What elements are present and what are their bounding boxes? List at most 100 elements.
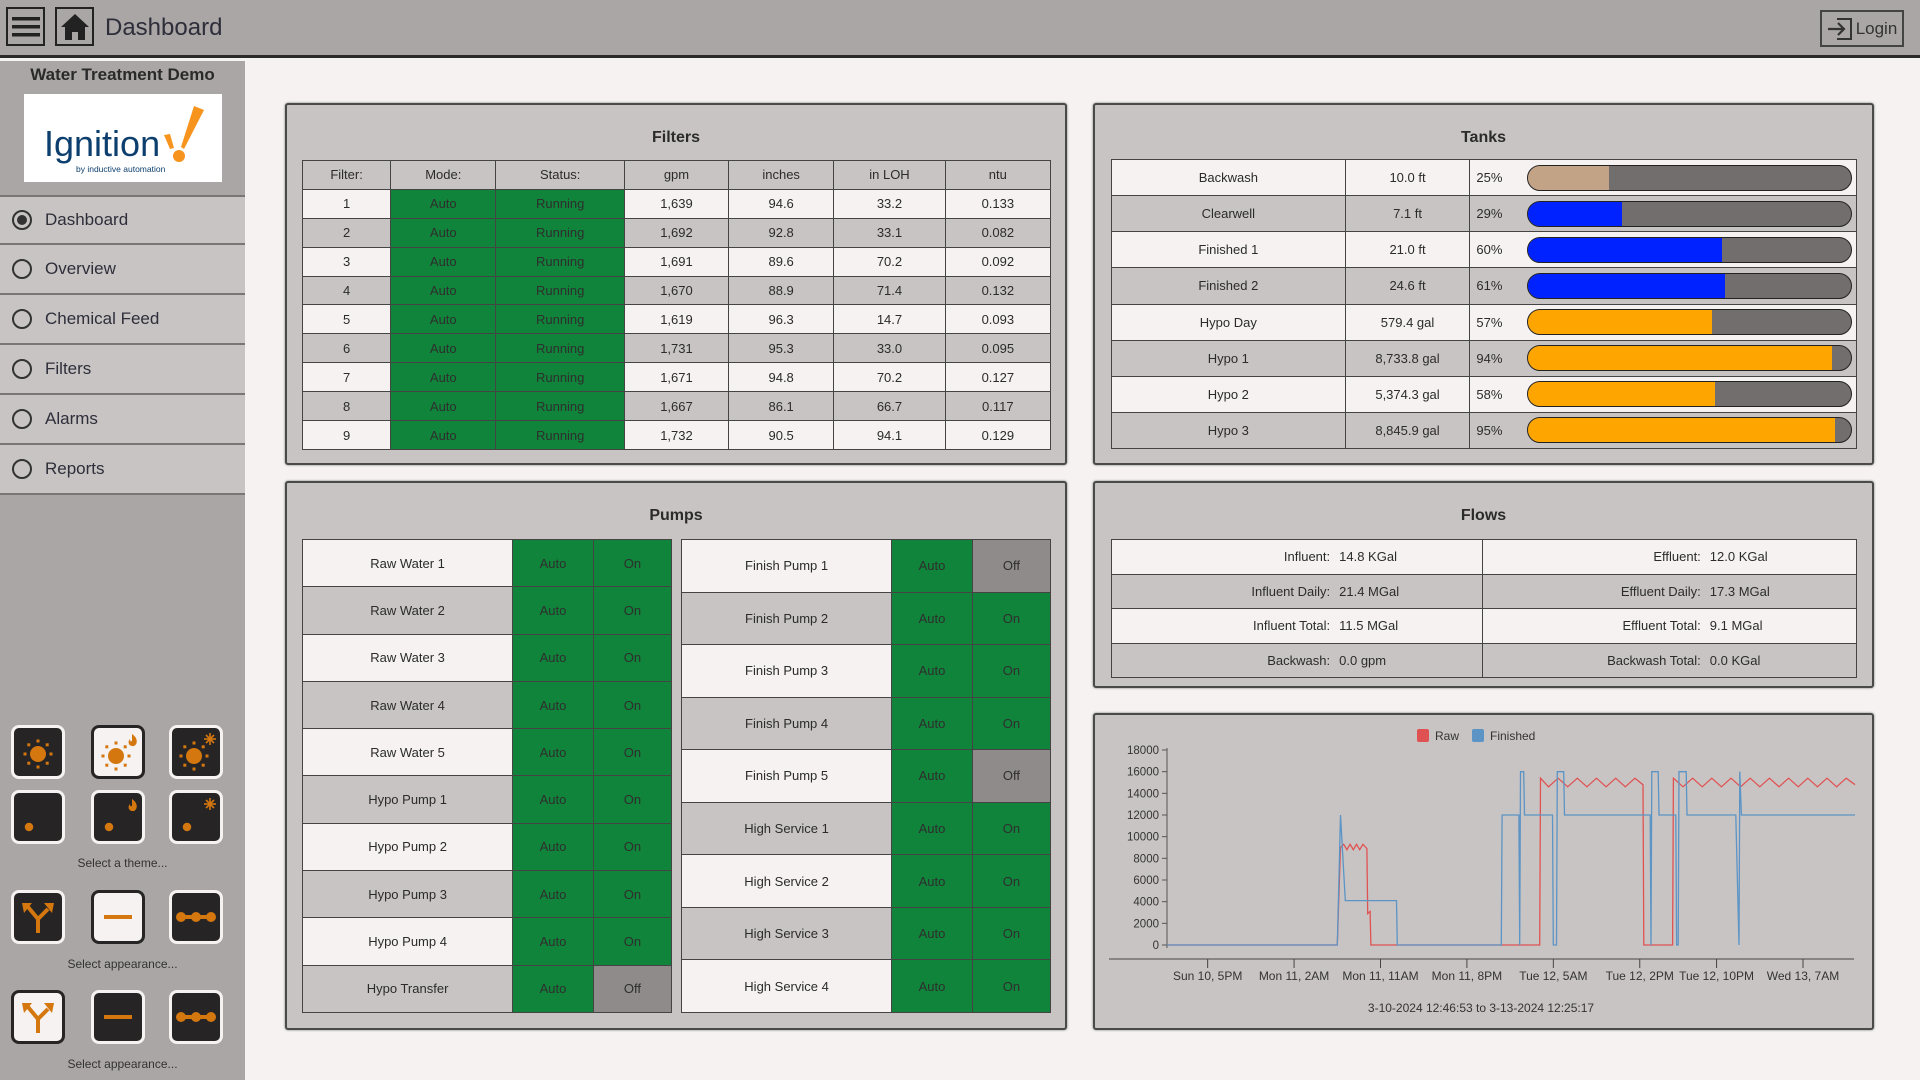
pump-state[interactable]: On (592, 728, 673, 777)
mode-cell: Auto (390, 188, 497, 219)
pump-name: Raw Water 5 (301, 728, 514, 777)
pump-state[interactable]: On (592, 870, 673, 919)
tank-percent: 29% (1469, 195, 1525, 233)
appearance-button[interactable] (169, 990, 223, 1044)
theme-button[interactable] (169, 790, 223, 844)
theme-button[interactable] (11, 790, 65, 844)
pump-state[interactable]: On (592, 633, 673, 682)
dots-line-icon (176, 1012, 216, 1022)
pump-state[interactable]: On (971, 959, 1052, 1013)
pump-mode[interactable]: Auto (891, 696, 973, 751)
legend-swatch-raw[interactable] (1417, 729, 1429, 742)
pump-mode[interactable]: Auto (891, 644, 973, 698)
login-button[interactable]: Login (1820, 10, 1904, 47)
moon-icon (23, 803, 52, 833)
flow-label: Influent Total: (1111, 608, 1335, 644)
tank-row: Finished 2 24.6 ft 61% (1111, 267, 1857, 305)
tank-level-fill (1527, 201, 1622, 226)
pump-mode[interactable]: Auto (512, 538, 594, 588)
mode-cell: Auto (390, 420, 497, 450)
appearance-button[interactable] (91, 990, 145, 1044)
tank-percent: 60% (1469, 231, 1525, 269)
pump-state[interactable]: On (971, 906, 1052, 961)
sidebar-item-overview[interactable]: Overview (0, 245, 245, 295)
x-tick-label: Mon 11, 11AM (1342, 969, 1418, 983)
pump-state[interactable]: Off (971, 749, 1052, 803)
pump-state[interactable]: On (592, 538, 673, 588)
pump-state[interactable]: On (971, 591, 1052, 646)
inches-cell: 89.6 (727, 246, 835, 277)
pump-state[interactable]: On (592, 586, 673, 635)
pump-name: Hypo Pump 1 (301, 775, 514, 824)
tank-level: 21.0 ft (1344, 231, 1471, 269)
pump-mode[interactable]: Auto (512, 728, 594, 777)
pump-state[interactable]: On (592, 775, 673, 824)
series-line-raw (1167, 776, 1856, 946)
pump-mode[interactable]: Auto (891, 854, 973, 908)
pump-state[interactable]: On (971, 801, 1052, 856)
theme-button[interactable] (11, 725, 65, 779)
gpm-cell: 1,692 (623, 217, 730, 248)
pump-mode[interactable]: Auto (891, 959, 973, 1013)
menu-button[interactable] (6, 7, 45, 46)
tank-level-cell (1524, 158, 1857, 197)
pump-state[interactable]: Off (592, 964, 673, 1014)
pump-mode[interactable]: Auto (891, 801, 973, 856)
pump-mode[interactable]: Auto (891, 539, 973, 593)
theme-button[interactable] (91, 725, 145, 779)
pump-mode[interactable]: Auto (512, 775, 594, 824)
pump-state[interactable]: On (592, 917, 673, 966)
radio-icon (12, 210, 32, 230)
pump-state[interactable]: On (971, 696, 1052, 751)
tank-row: Clearwell 7.1 ft 29% (1111, 195, 1857, 233)
sidebar-item-chemical-feed[interactable]: Chemical Feed (0, 295, 245, 345)
line-icon (104, 1015, 132, 1019)
pump-mode[interactable]: Auto (891, 906, 973, 961)
sidebar-item-filters[interactable]: Filters (0, 345, 245, 395)
pump-state[interactable]: On (592, 822, 673, 872)
tank-level-fill (1527, 418, 1835, 443)
pump-row: Hypo Pump 3 Auto On (301, 870, 673, 919)
pump-mode[interactable]: Auto (891, 591, 973, 646)
pump-state[interactable]: On (592, 680, 673, 730)
flow-chart-panel: 0 2000 4000 6000 8000 10000 12000 14000 16000 180… (1093, 713, 1874, 1030)
pump-name: Raw Water 2 (301, 586, 514, 635)
appearance-button[interactable] (91, 890, 145, 944)
theme-button[interactable] (169, 725, 223, 779)
theme-button[interactable] (91, 790, 145, 844)
pump-mode[interactable]: Auto (512, 917, 594, 966)
inches-cell: 88.9 (727, 275, 835, 306)
inches-cell: 94.6 (727, 188, 835, 219)
legend-swatch-finished[interactable] (1472, 729, 1484, 742)
login-label: Login (1855, 18, 1898, 38)
pump-state[interactable]: On (971, 854, 1052, 908)
appearance-button[interactable] (11, 890, 65, 944)
sidebar-item-alarms[interactable]: Alarms (0, 395, 245, 445)
pump-name: Hypo Pump 3 (301, 870, 514, 919)
pump-mode[interactable]: Auto (512, 870, 594, 919)
home-button[interactable] (55, 7, 94, 46)
pump-mode[interactable]: Auto (512, 680, 594, 730)
pump-mode[interactable]: Auto (512, 586, 594, 635)
pump-state[interactable]: Off (971, 539, 1052, 593)
pump-mode[interactable]: Auto (512, 633, 594, 682)
pump-name: Raw Water 1 (301, 538, 514, 588)
pump-state[interactable]: On (971, 644, 1052, 698)
tank-name: Finished 2 (1111, 267, 1346, 305)
pump-mode[interactable]: Auto (512, 822, 594, 872)
sidebar-item-dashboard[interactable]: Dashboard (0, 195, 245, 245)
loh-cell: 71.4 (833, 275, 946, 306)
sidebar-item-reports[interactable]: Reports (0, 445, 245, 495)
mode-cell: Auto (390, 304, 497, 335)
gpm-cell: 1,731 (623, 333, 730, 364)
tank-percent: 58% (1469, 375, 1525, 413)
radio-icon (12, 359, 32, 379)
appearance-button[interactable] (11, 990, 65, 1044)
loh-cell: 33.1 (833, 217, 946, 248)
pump-row: High Service 3 Auto On (680, 906, 1052, 961)
pump-mode[interactable]: Auto (512, 964, 594, 1014)
moon-snowflake-icon (181, 798, 216, 833)
appearance-button[interactable] (169, 890, 223, 944)
pumps-table-left: Raw Water 1 Auto On Raw Water 2 Auto On Raw Wa… (301, 538, 673, 1014)
pump-mode[interactable]: Auto (891, 749, 973, 803)
